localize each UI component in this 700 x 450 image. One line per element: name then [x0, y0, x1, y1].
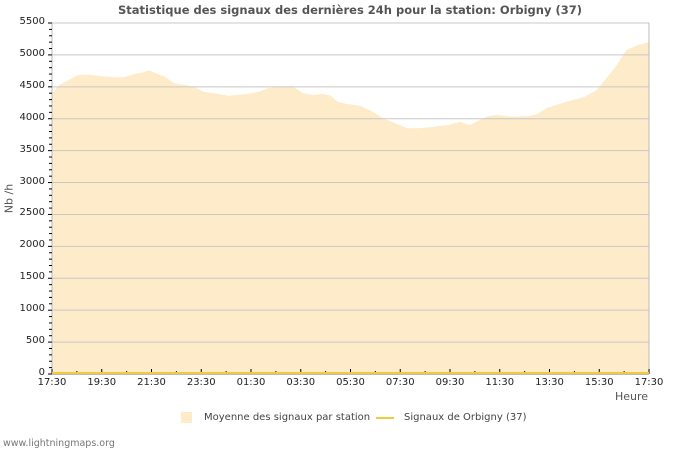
x-tick-label: 17:30: [37, 377, 67, 388]
x-tick-label: 21:30: [137, 377, 166, 388]
y-tick-label: 4000: [19, 111, 45, 123]
x-tick-label: 03:30: [286, 377, 316, 388]
x-tick-label: 07:30: [385, 377, 415, 388]
line-swatch-icon: [376, 416, 394, 419]
y-tick-label: 0: [38, 367, 45, 378]
x-tick-label: 05:30: [336, 377, 365, 388]
y-tick-label: 5500: [19, 16, 45, 27]
x-tick-label: 17:30: [634, 377, 664, 388]
chart-title: Statistique des signaux des dernières 24…: [118, 3, 582, 17]
legend-label: Moyenne des signaux par station: [204, 412, 371, 423]
legend-label: Signaux de Orbigny (37): [404, 412, 527, 423]
x-tick-label: 23:30: [186, 377, 216, 388]
y-tick-label: 3500: [19, 143, 45, 155]
x-tick-label: 19:30: [87, 377, 117, 388]
y-tick-label: 500: [25, 335, 45, 347]
y-tick-label: 1000: [19, 303, 45, 315]
y-tick-label: 2000: [19, 239, 45, 251]
y-tick-label: 3000: [19, 175, 45, 187]
average-signals-area: [52, 42, 649, 374]
area-swatch-icon: [181, 412, 192, 423]
y-tick-label: 5000: [19, 47, 45, 59]
y-tick-label: 4500: [19, 79, 45, 91]
x-tick-label: 09:30: [435, 377, 465, 388]
legend-item-station[interactable]: Signaux de Orbigny (37): [376, 412, 526, 423]
x-tick-label: 15:30: [584, 377, 614, 388]
y-tick-label: 2500: [19, 207, 45, 219]
y-tick-label: 1500: [19, 271, 45, 283]
x-tick-label: 11:30: [485, 377, 515, 388]
source-footer: www.lightningmaps.org: [3, 438, 115, 449]
legend-item-average[interactable]: Moyenne des signaux par station: [181, 412, 370, 423]
x-axis-label: Heure: [615, 390, 649, 403]
x-tick-label: 13:30: [535, 377, 564, 388]
x-tick-label: 01:30: [236, 377, 266, 388]
